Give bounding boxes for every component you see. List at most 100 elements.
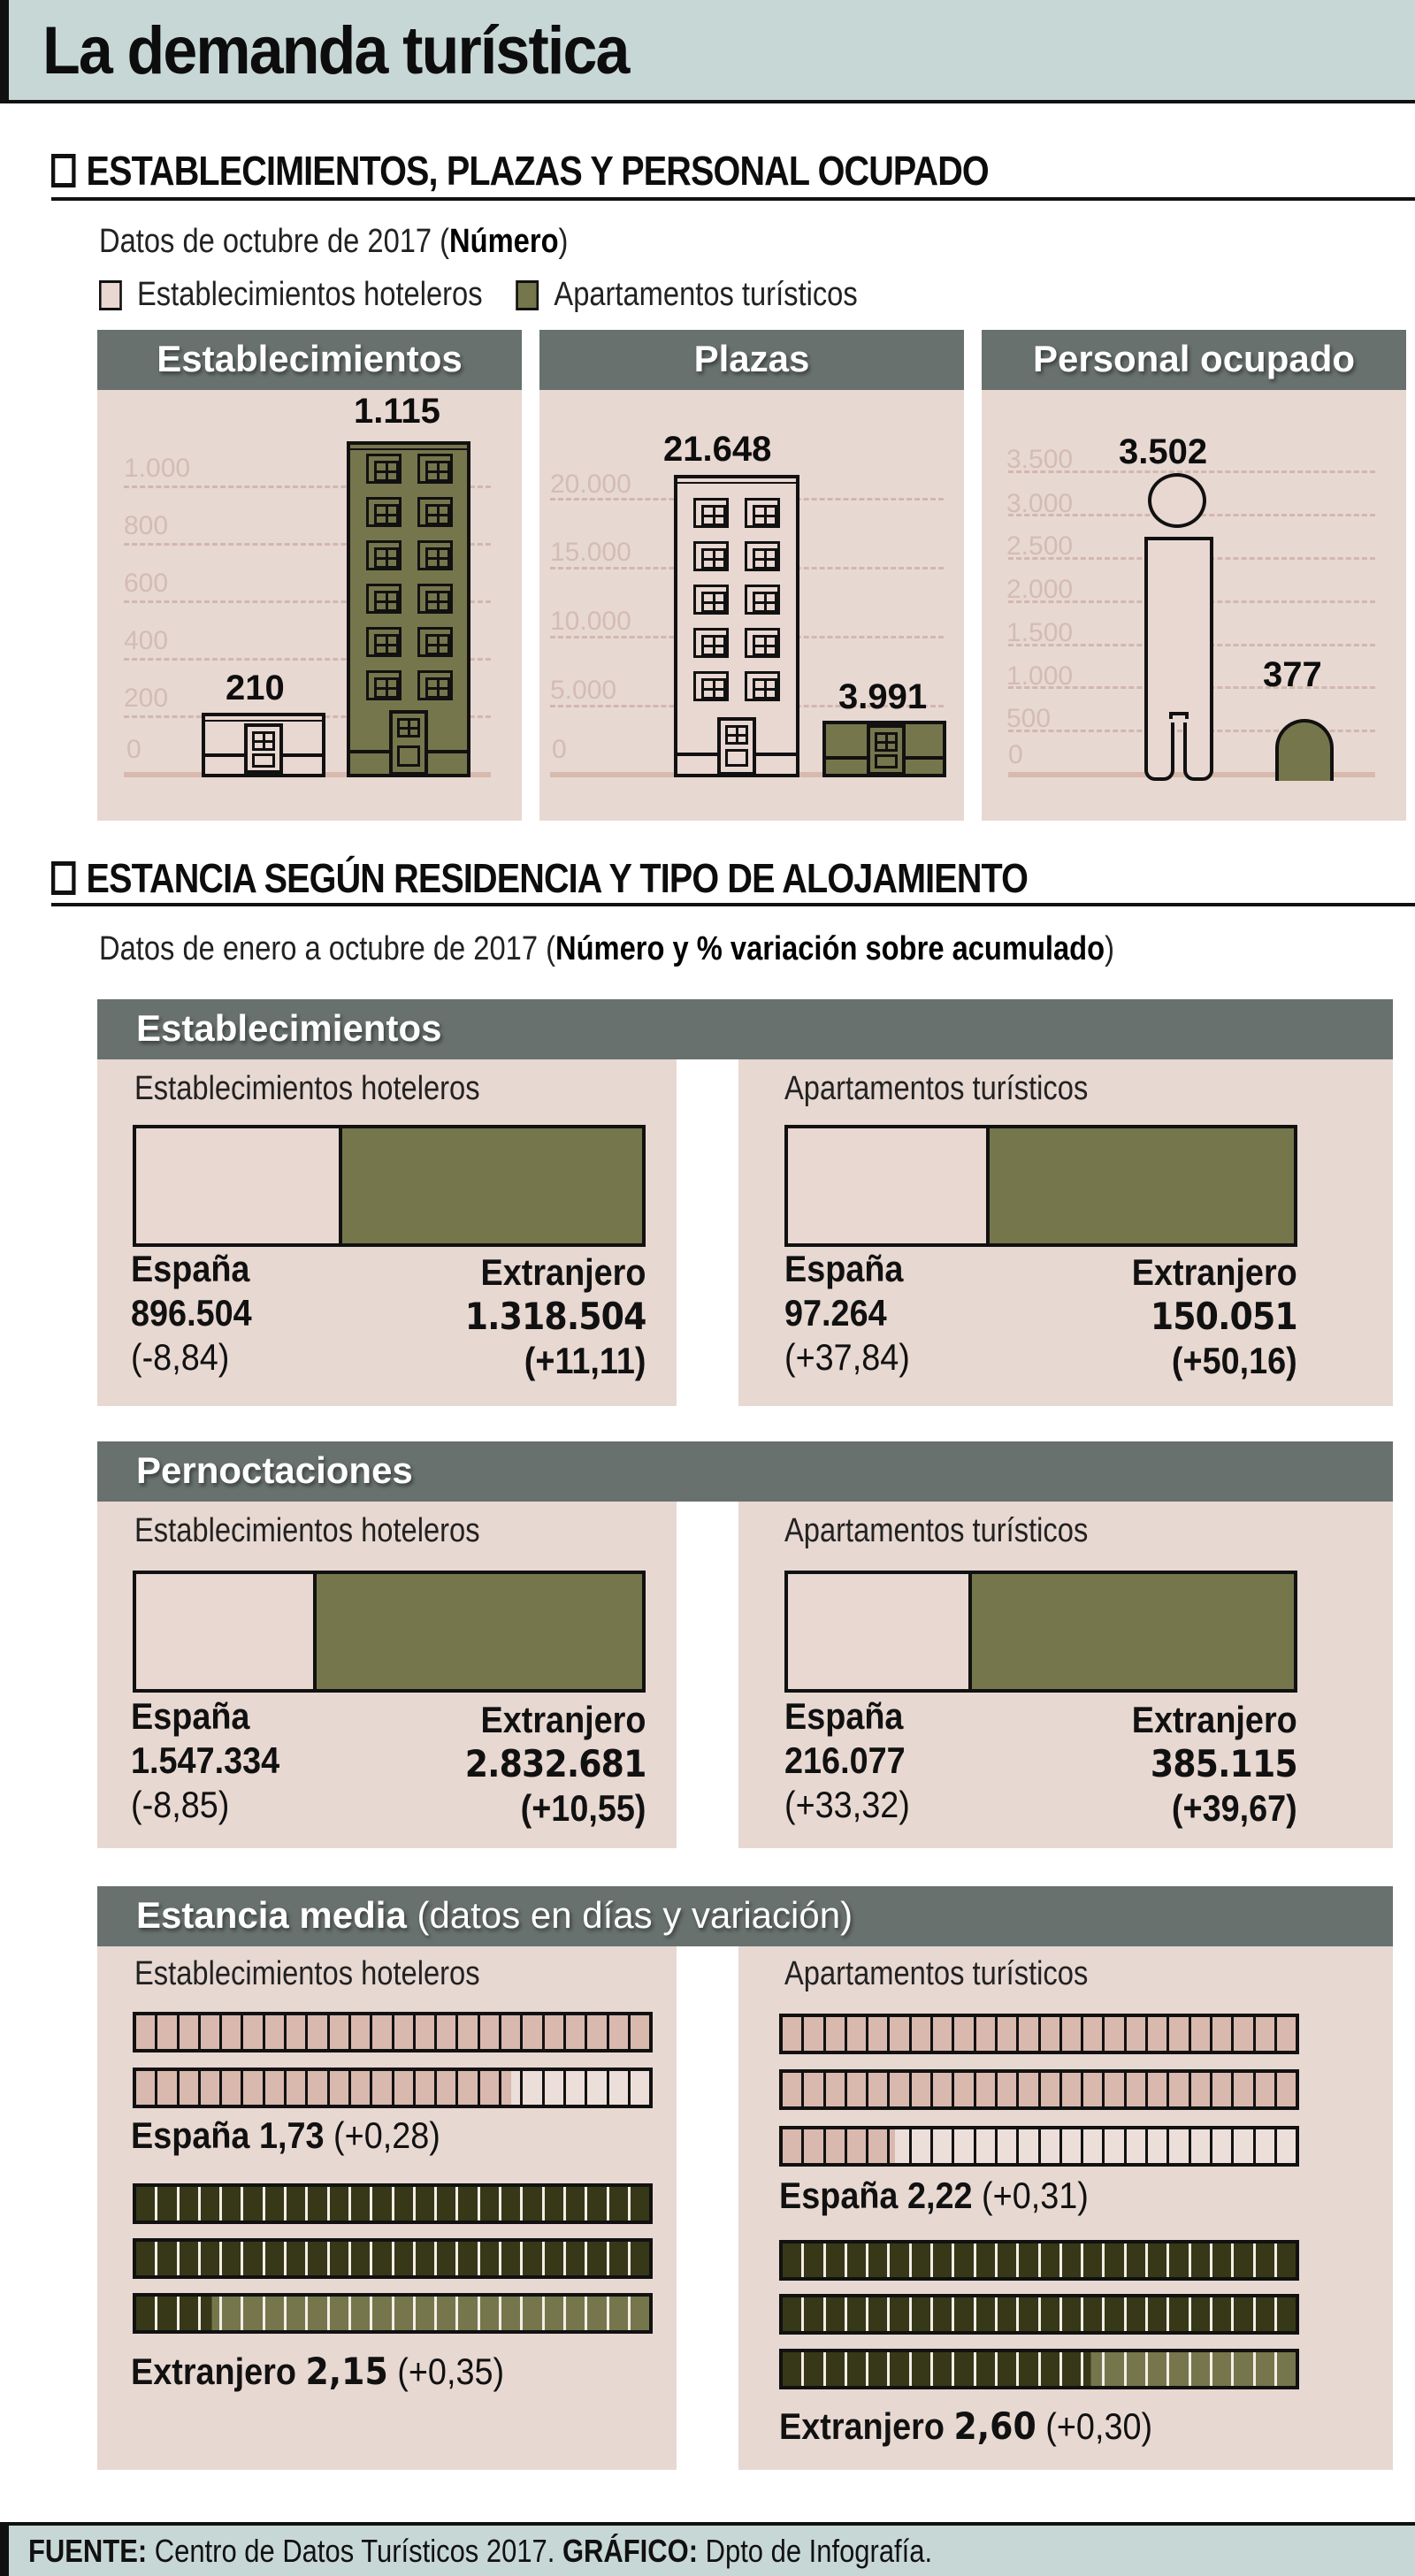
legend-label: Apartamentos turísticos [554, 276, 858, 313]
stay-cell [1190, 2017, 1212, 2051]
stay-cell [394, 2242, 416, 2275]
stay-cell [501, 2071, 524, 2105]
stay-cell [890, 2297, 912, 2331]
stay-cell [1169, 2129, 1191, 2163]
variation: (+10,55) [520, 1787, 646, 1829]
window-icon [366, 670, 402, 700]
card-establecimientos-hotel: Establecimientos hoteleros España 896.50… [97, 1059, 677, 1406]
stay-cell [846, 2129, 869, 2163]
stay-cell [1190, 2297, 1212, 2331]
stay-cell [804, 2352, 826, 2386]
stay-cell [1061, 2352, 1084, 2386]
y-tick: 0 [552, 735, 567, 764]
bar-segment-espana [136, 1128, 342, 1243]
stay-cell [394, 2297, 416, 2330]
y-tick: 3.000 [1006, 489, 1074, 518]
stay-cell [997, 2073, 1020, 2106]
stay-cell [179, 2015, 201, 2049]
stay-cell [157, 2015, 180, 2049]
stay-cell [329, 2071, 351, 2105]
variation: (+0,28) [333, 2114, 440, 2156]
crotch-line [1169, 712, 1189, 719]
stay-cell [911, 2297, 934, 2331]
stay-cell [630, 2242, 650, 2275]
window-icon [417, 670, 453, 700]
stay-bar-row [779, 2294, 1299, 2335]
window-icon [745, 585, 780, 615]
window-icon [366, 584, 402, 614]
stay-cell [1212, 2073, 1235, 2106]
source-text: Centro de Datos Turísticos 2017. [147, 2533, 562, 2569]
card-establecimientos-apt: Apartamentos turísticos España 97.264 (+… [738, 1059, 1393, 1406]
name: Extranjero [131, 2351, 296, 2392]
name: Extranjero [480, 1699, 646, 1740]
stay-cell [157, 2297, 180, 2330]
stay-cell [783, 2073, 805, 2106]
stay-cell [997, 2129, 1020, 2163]
window-icon [745, 498, 780, 528]
stay-cell [868, 2017, 891, 2051]
stay-cell [1061, 2017, 1084, 2051]
value-label-apartment: 1.115 [354, 392, 440, 431]
value-label-hotel: 210 [226, 669, 285, 707]
stay-cell [523, 2297, 545, 2330]
stay-cell [243, 2242, 265, 2275]
stay-cell [608, 2015, 631, 2049]
stay-cell [868, 2297, 891, 2331]
stay-cell [997, 2243, 1020, 2277]
stay-cell [1040, 2129, 1062, 2163]
stay-cell [458, 2297, 480, 2330]
variation: (-8,85) [131, 1784, 230, 1825]
stay-cell [1019, 2017, 1041, 2051]
variation: (+50,16) [1172, 1340, 1297, 1381]
stay-cell [437, 2242, 459, 2275]
value-label-apartment: 377 [1263, 655, 1322, 694]
y-tick: 500 [1006, 704, 1052, 733]
stay-cell [846, 2243, 869, 2277]
stay-cell [200, 2015, 223, 2049]
stay-cell [222, 2071, 244, 2105]
stay-cell [1083, 2129, 1105, 2163]
y-tick: 1.000 [1006, 661, 1074, 691]
window-icon [417, 584, 453, 614]
stay-cell [479, 2297, 502, 2330]
stay-cell [804, 2017, 826, 2051]
stay-cell [1040, 2073, 1062, 2106]
label-espana: España 216.077 (+33,32) [784, 1694, 910, 1827]
graphic-text: Dpto de Infografía. [698, 2533, 933, 2569]
stay-cell [157, 2187, 180, 2221]
stay-cell [1148, 2297, 1170, 2331]
stay-cell [544, 2071, 566, 2105]
stay-cell [1040, 2352, 1062, 2386]
subtitle-text: Datos de octubre de 2017 ( [99, 223, 450, 260]
stay-cell [825, 2129, 847, 2163]
stay-cell [954, 2352, 976, 2386]
stay-cell [136, 2187, 158, 2221]
stay-cell [1019, 2297, 1041, 2331]
bar-segment-extranjero [317, 1574, 642, 1689]
stay-label-espana: España 2,22 (+0,31) [779, 2175, 1089, 2217]
value: 896.504 [131, 1292, 252, 1334]
subtitle-close: ) [1105, 930, 1114, 967]
stay-cell [608, 2071, 631, 2105]
name: España [784, 1695, 904, 1737]
person-body [1144, 537, 1213, 717]
stay-cell [975, 2073, 998, 2106]
stay-cell [1148, 2073, 1170, 2106]
stay-cell [1126, 2017, 1149, 2051]
subtitle-unit: Número [449, 223, 559, 260]
stay-cell [287, 2187, 309, 2221]
stay-cell [825, 2243, 847, 2277]
door-icon [867, 724, 906, 776]
stay-cell [200, 2242, 223, 2275]
value: 2,60 [953, 2404, 1036, 2448]
stay-cell [458, 2242, 480, 2275]
panel-title: Personal ocupado [982, 330, 1406, 390]
stay-cell [1105, 2073, 1127, 2106]
roof [350, 445, 467, 450]
chart-area: 1.000 800 600 400 200 0 210 1.115 [97, 390, 522, 821]
value: 2,22 [906, 2175, 973, 2216]
stay-cell [868, 2352, 891, 2386]
footer: FUENTE: Centro de Datos Turísticos 2017.… [0, 2522, 1415, 2576]
split-bar [784, 1125, 1297, 1247]
